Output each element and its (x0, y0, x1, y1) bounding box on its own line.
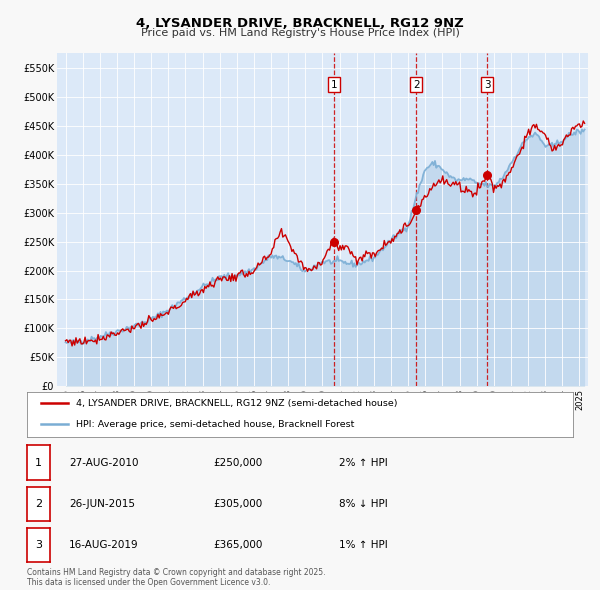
Text: 1% ↑ HPI: 1% ↑ HPI (339, 540, 388, 550)
Text: £250,000: £250,000 (213, 458, 262, 467)
Text: £365,000: £365,000 (213, 540, 262, 550)
Text: 2: 2 (35, 499, 42, 509)
Text: 2% ↑ HPI: 2% ↑ HPI (339, 458, 388, 467)
Text: 4, LYSANDER DRIVE, BRACKNELL, RG12 9NZ (semi-detached house): 4, LYSANDER DRIVE, BRACKNELL, RG12 9NZ (… (76, 399, 398, 408)
Text: 1: 1 (331, 80, 337, 90)
Text: 2: 2 (413, 80, 419, 90)
Text: 3: 3 (35, 540, 42, 550)
Text: 8% ↓ HPI: 8% ↓ HPI (339, 499, 388, 509)
Text: Price paid vs. HM Land Registry's House Price Index (HPI): Price paid vs. HM Land Registry's House … (140, 28, 460, 38)
Text: 1: 1 (35, 458, 42, 467)
Text: HPI: Average price, semi-detached house, Bracknell Forest: HPI: Average price, semi-detached house,… (76, 419, 355, 429)
Text: 27-AUG-2010: 27-AUG-2010 (69, 458, 139, 467)
Text: 4, LYSANDER DRIVE, BRACKNELL, RG12 9NZ: 4, LYSANDER DRIVE, BRACKNELL, RG12 9NZ (136, 17, 464, 30)
Text: 16-AUG-2019: 16-AUG-2019 (69, 540, 139, 550)
Text: £305,000: £305,000 (213, 499, 262, 509)
Text: Contains HM Land Registry data © Crown copyright and database right 2025.
This d: Contains HM Land Registry data © Crown c… (27, 568, 325, 587)
Text: 26-JUN-2015: 26-JUN-2015 (69, 499, 135, 509)
Text: 3: 3 (484, 80, 491, 90)
